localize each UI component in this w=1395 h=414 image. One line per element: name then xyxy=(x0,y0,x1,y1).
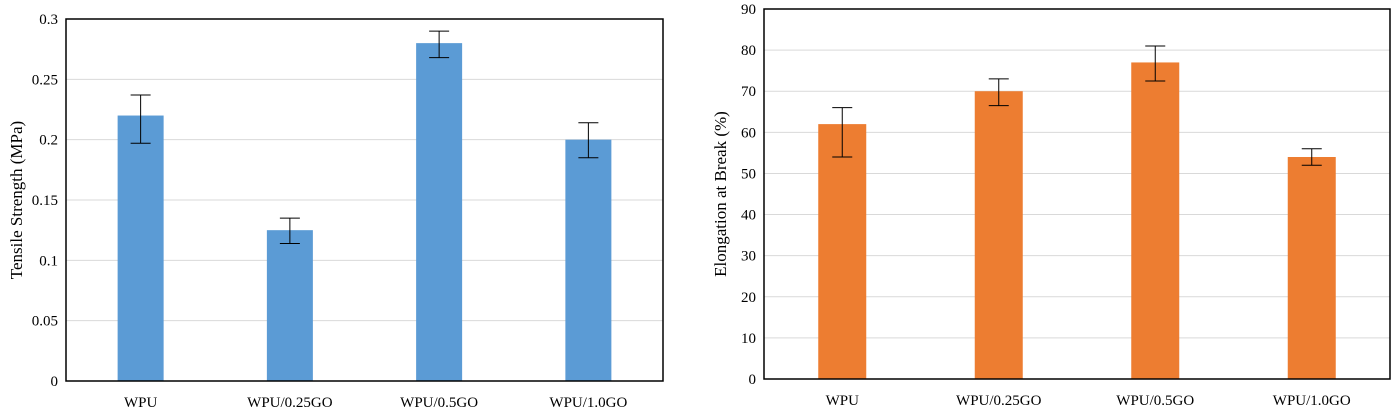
y-tick-label: 0.2 xyxy=(39,133,58,149)
bar-wpu xyxy=(117,115,164,382)
bar-wpu-1-0go xyxy=(565,139,612,381)
y-tick-label: 80 xyxy=(741,43,756,59)
y-tick-label: 0 xyxy=(749,372,757,388)
y-tick-label: 30 xyxy=(741,249,756,265)
x-tick-label: WPU/0.25GO xyxy=(956,393,1042,409)
y-tick-label: 0.25 xyxy=(32,72,58,88)
x-tick-label: WPU/1.0GO xyxy=(549,395,627,411)
bar-wpu-1-0go xyxy=(1287,157,1336,379)
tensile-strength-chart: 0 0.05 0.1 0.15 0.2 0.25 0.3 WPU WPU/0.25GO WPU/0… xyxy=(7,12,664,411)
y-tick-label: 0.15 xyxy=(32,193,58,209)
y-tick-label: 0 xyxy=(51,374,59,390)
x-tick-label: WPU xyxy=(124,395,158,411)
x-tick-label: WPU/0.5GO xyxy=(400,395,478,411)
bar-wpu-0-5go xyxy=(1131,62,1180,379)
y-axis-title: Tensile Strength (MPa) xyxy=(7,121,26,279)
y-tick-label: 60 xyxy=(741,125,756,141)
y-tick-label: 0.1 xyxy=(39,253,58,269)
elongation-chart: 0 10 20 30 40 50 60 70 80 90 WPU WPU/0.25GO WPU/0.5G… xyxy=(711,2,1391,409)
y-tick-label: 50 xyxy=(741,166,756,182)
y-tick-label: 0.3 xyxy=(39,12,58,28)
y-tick-label: 0.05 xyxy=(32,314,58,330)
y-tick-label: 70 xyxy=(741,84,756,100)
bar-wpu-0-25go xyxy=(974,91,1023,379)
bar-wpu-0-5go xyxy=(416,43,463,382)
y-tick-label: 20 xyxy=(741,290,756,306)
x-tick-label: WPU xyxy=(826,393,860,409)
plot-frame xyxy=(65,18,664,382)
y-tick-label: 40 xyxy=(741,208,756,224)
bar-wpu xyxy=(818,124,867,379)
bar-wpu-0-25go xyxy=(266,230,313,381)
y-tick-label: 10 xyxy=(741,331,756,347)
x-tick-label: WPU/0.5GO xyxy=(1116,393,1194,409)
y-tick-label: 90 xyxy=(741,2,756,18)
y-axis-title: Elongation at Break (%) xyxy=(711,111,730,277)
x-tick-label: WPU/0.25GO xyxy=(247,395,333,411)
x-tick-label: WPU/1.0GO xyxy=(1273,393,1351,409)
plot-frame xyxy=(763,8,1391,380)
